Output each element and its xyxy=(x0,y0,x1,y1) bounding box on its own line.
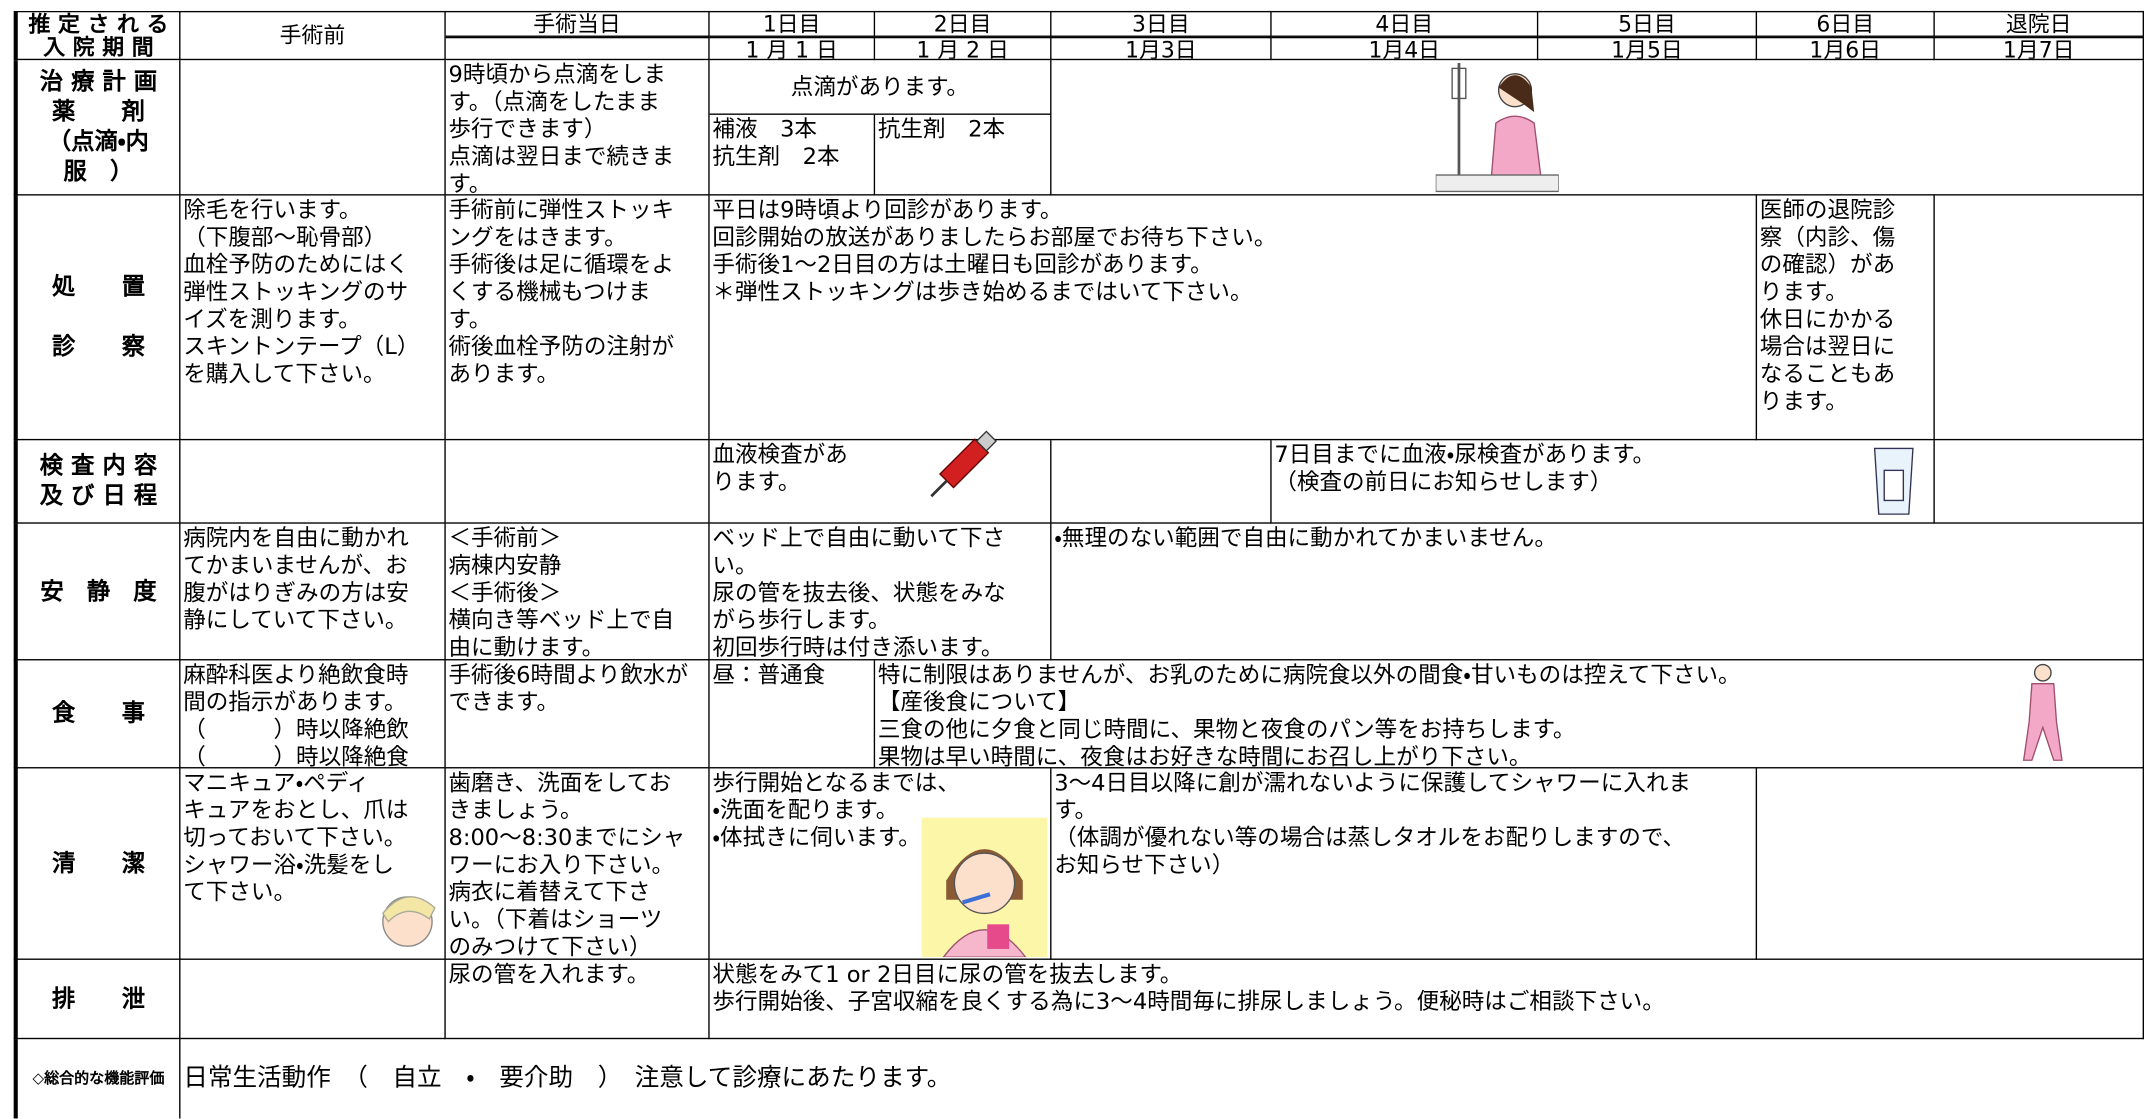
row-label: ◇総合的な機能評価 xyxy=(13,1039,181,1119)
day-date: 1月7日 xyxy=(1934,36,2144,61)
day-label: 1日目 xyxy=(709,10,876,37)
period-label: 推 定 さ れ る 入 院 期 間 xyxy=(13,10,181,61)
cell-text: 医師の退院診 察（内診、傷 の確認）があ ります。 休日にかかる 場合は翌日に … xyxy=(1757,195,1935,441)
day-label: 6日目 xyxy=(1757,10,1935,37)
empty-cell xyxy=(180,60,446,196)
cell-text: 3～4日目以降に創が濡れないように保護してシャワーに入れま す。 （体調が優れな… xyxy=(1051,768,1758,960)
day-date: 1 月 2 日 xyxy=(875,36,1052,61)
cell-text: 9時頃から点滴をしま す。（点滴をしたまま 歩行できます） 点滴は翌日まで続きま… xyxy=(445,60,710,196)
row-label: 治 療 計 画 薬 剤 （点滴・内 服 ） xyxy=(13,60,181,196)
day-label: 手術当日 xyxy=(445,10,710,37)
day-label: 手術前 xyxy=(180,10,446,61)
cell-text: 手術後6時間より飲水が できます。 xyxy=(445,660,710,769)
cell-text: 除毛を行います。 （下腹部～恥骨部） 血栓予防のためにはく 弾性ストッキングのサ… xyxy=(180,195,446,441)
syringe-illustration xyxy=(930,430,998,498)
day-date: 1月4日 xyxy=(1271,36,1539,61)
day-label: 退院日 xyxy=(1934,10,2144,37)
cell-text: ベッド上で自由に動いて下さ い。 尿の管を抜去後、状態をみな がら歩行します。 … xyxy=(709,523,1052,661)
cell-text: 特に制限はありませんが、お乳のために病院食以外の間食・甘いものは控えて下さい。 … xyxy=(875,660,2144,769)
empty-cell xyxy=(1934,440,2144,524)
row-label: 清 潔 xyxy=(13,768,181,960)
day-date: 1月5日 xyxy=(1538,36,1758,61)
cell-text: 病院内を自由に動かれ てかまいませんが、お 腹がはりぎみの方は安 静にしていて下… xyxy=(180,523,446,661)
cell-text: 昼：普通食 xyxy=(709,660,876,769)
walking-patient-illustration xyxy=(2022,663,2063,761)
day-date: 1月3日 xyxy=(1051,36,1272,61)
cell-text: 点滴があります。 xyxy=(709,60,1052,115)
cell-text: ＜手術前＞ 病棟内安静 ＜手術後＞ 横向き等ベッド上で自 由に動けます。 xyxy=(445,523,710,661)
empty-cell xyxy=(445,440,710,524)
empty-cell xyxy=(1051,60,2144,196)
cell-text: マニキュア・ペディ キュアをおとし、爪は 切っておいて下さい。 シャワー浴・洗髪… xyxy=(180,768,446,960)
urine-cup-illustration xyxy=(1873,447,1914,515)
empty-cell xyxy=(1934,195,2144,441)
empty-cell xyxy=(1757,768,2144,960)
empty-cell xyxy=(180,440,446,524)
empty-cell xyxy=(180,959,446,1040)
cell-text: 歯磨き、洗面をしてお きましょう。 8:00～8:30までにシャ ワーにお入り下… xyxy=(445,768,710,960)
row-label: 安 静 度 xyxy=(13,523,181,661)
cell-text: 7日目までに血液・尿検査があります。 （検査の前日にお知らせします） xyxy=(1271,440,1935,524)
day-label: 3日目 xyxy=(1051,10,1272,37)
cell-text: 麻酔科医より絶飲食時 間の指示があります。 （ ）時以降絶飲 （ ）時以降絶食 xyxy=(180,660,446,769)
day-date: 1 月 1 日 xyxy=(709,36,876,61)
empty-cell xyxy=(445,36,710,61)
day-label: 2日目 xyxy=(875,10,1052,37)
cell-text: 手術前に弾性ストッキ ングをはきます。 手術後は足に循環をよ くする機械もつけま… xyxy=(445,195,710,441)
cell-text: 歩行開始となるまでは、 ・洗面を配ります。 ・体拭きに伺います。 xyxy=(709,768,1052,960)
hair-wash-illustration xyxy=(382,896,436,947)
row-label: 処 置 診 察 xyxy=(13,195,181,441)
row-label: 検 査 内 容 及 び 日 程 xyxy=(13,440,181,524)
iv-nurse-illustration xyxy=(1435,62,1559,193)
row-label: 食 事 xyxy=(13,660,181,769)
tooth-brushing-illustration xyxy=(921,817,1048,958)
cell-text: 状態をみて1 or 2日目に尿の管を抜去します。 歩行開始後、子宮収縮を良くする… xyxy=(709,959,2144,1040)
cell-text: 補液 3本 抗生剤 2本 xyxy=(709,114,876,196)
empty-cell xyxy=(1051,440,1272,524)
day-date: 1月6日 xyxy=(1757,36,1935,61)
cell-text: 尿の管を入れます。 xyxy=(445,959,710,1040)
cell-text: ・無理のない範囲で自由に動かれてかまいません。 xyxy=(1051,523,2144,661)
row-label: 排 泄 xyxy=(13,959,181,1040)
cell-text: 抗生剤 2本 xyxy=(875,114,1052,196)
cell-text: 日常生活動作 （ 自立 ・ 要介助 ） 注意して診療にあたります。 xyxy=(183,1063,952,1093)
day-label: 4日目 xyxy=(1271,10,1539,37)
day-label: 5日目 xyxy=(1538,10,1758,37)
cell-text: 平日は9時頃より回診があります。 回診開始の放送がありましたらお部屋でお待ち下さ… xyxy=(709,195,1758,441)
cell-text: 血液検査があ ります。 xyxy=(709,440,1052,524)
